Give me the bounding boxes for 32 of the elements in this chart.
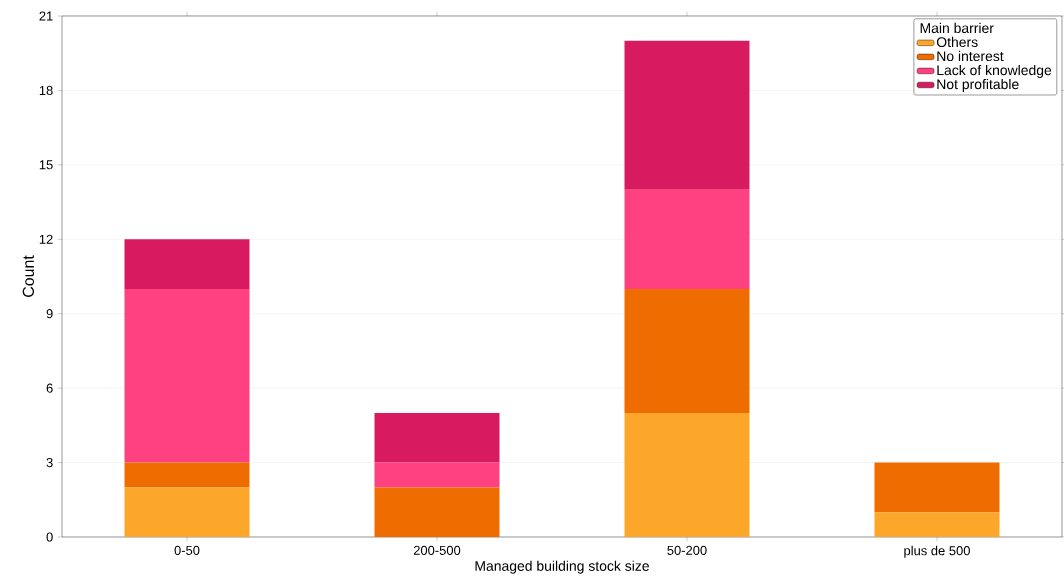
y-tick-label: 15 (39, 160, 53, 170)
bar (874, 512, 1000, 537)
legend-label: Not profitable (937, 78, 1019, 92)
y-tick-label: 12 (39, 234, 53, 244)
bar (874, 462, 1000, 513)
bar (624, 189, 750, 289)
y-tick-label: 9 (46, 309, 53, 319)
bar (374, 412, 500, 463)
x-axis-title: Managed building stock size (475, 560, 649, 574)
bar (124, 288, 250, 463)
bar (124, 487, 250, 537)
y-tick-label: 0 (46, 532, 53, 542)
y-tick-label: 6 (46, 383, 53, 393)
x-tick-label: 200-500 (413, 545, 461, 555)
bar (124, 462, 250, 488)
x-tick-label: 0-50 (174, 545, 200, 555)
bar (124, 239, 250, 289)
bar (374, 462, 500, 488)
y-axis-title: Count (22, 255, 34, 297)
y-tick-label: 3 (46, 457, 53, 468)
legend-label: Lack of knowledge (937, 64, 1052, 78)
x-tick-label: plus de 500 (904, 545, 970, 558)
bar (624, 412, 750, 537)
y-tick-label: 18 (39, 85, 53, 96)
legend-label: No interest (937, 50, 1004, 62)
bar (624, 288, 750, 413)
legend-label: Others (936, 36, 978, 48)
bar (374, 487, 500, 537)
y-tick-label: 21 (39, 11, 53, 21)
legend-title: Main barrier (920, 22, 994, 34)
bar (624, 40, 750, 190)
x-tick-label: 50-200 (667, 545, 707, 555)
